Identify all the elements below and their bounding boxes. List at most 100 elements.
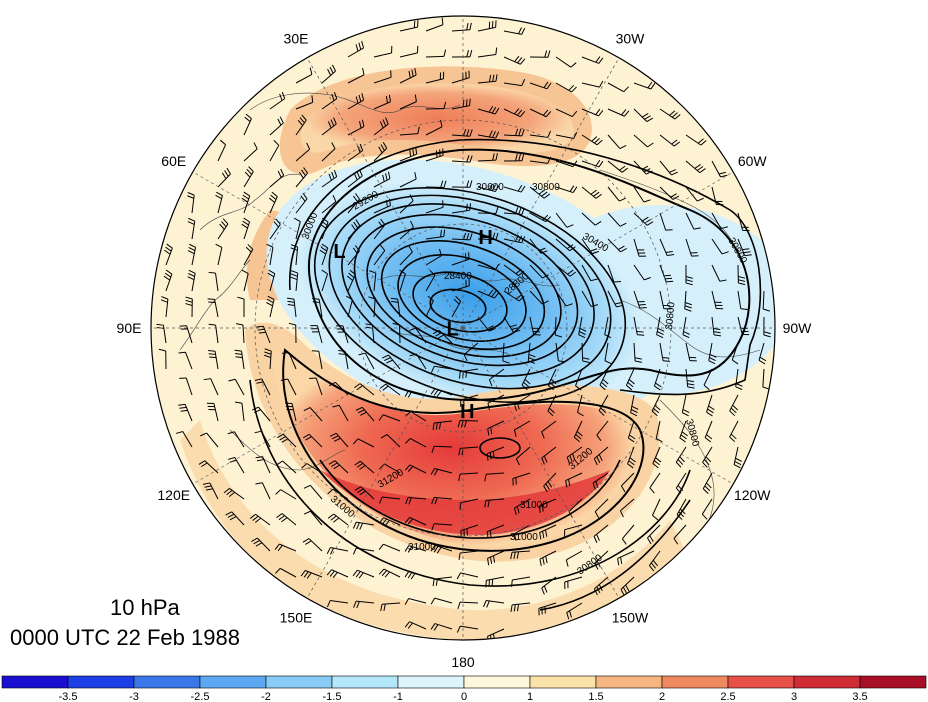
contour-line	[313, 187, 627, 403]
wind-barb	[711, 238, 729, 255]
wind-barb	[431, 523, 453, 531]
wind-barb	[255, 482, 271, 500]
wind-barb	[203, 378, 219, 396]
wind-barb	[160, 296, 169, 318]
wind-barb	[321, 91, 338, 110]
colorbar-swatch	[67, 675, 135, 689]
contour-line	[479, 437, 521, 459]
colorbar-tick-label: 2	[659, 691, 665, 702]
wind-barb	[627, 420, 636, 443]
wind-barb	[673, 524, 687, 545]
contour-line	[539, 499, 691, 611]
wind-barb	[295, 114, 307, 136]
wind-barb	[679, 420, 689, 443]
wind-barb	[451, 22, 472, 32]
meridian-line	[306, 57, 464, 329]
wind-barb	[276, 433, 297, 448]
longitude-label: 0	[459, 0, 467, 2]
wind-barb	[300, 570, 323, 579]
wind-barb	[241, 269, 249, 292]
wind-barb	[399, 172, 417, 188]
wind-barb	[451, 50, 473, 58]
wind-barb	[425, 229, 446, 240]
wind-barb	[327, 513, 349, 526]
wind-barb	[503, 153, 525, 162]
wind-barb	[431, 496, 453, 505]
wind-barb	[451, 232, 473, 241]
wind-barb	[430, 623, 453, 631]
colorbar-swatch	[661, 675, 729, 689]
parallel-line	[358, 223, 568, 433]
wind-barb	[373, 94, 391, 110]
wind-barb	[217, 139, 227, 162]
wind-barb	[685, 342, 697, 362]
colorbar-swatch	[529, 675, 597, 689]
wind-barb	[711, 160, 728, 178]
wind-barb	[647, 524, 661, 545]
wind-barb	[581, 212, 602, 226]
wind-barb	[633, 316, 645, 336]
wind-barb	[633, 290, 647, 309]
wind-barb	[302, 538, 323, 552]
wind-barb	[328, 460, 349, 474]
level-caption: 10 hPa	[110, 595, 180, 620]
wind-barb	[332, 404, 349, 422]
longitude-label: 90W	[783, 320, 813, 336]
contour-label: 31000	[520, 500, 548, 511]
wind-barb	[484, 498, 505, 508]
wind-barb	[187, 269, 196, 292]
wind-barb	[326, 547, 349, 555]
wind-barb	[541, 420, 557, 439]
wind-barb	[215, 191, 223, 214]
wind-barb	[354, 460, 375, 474]
wind-barb	[303, 510, 323, 526]
wind-barb	[477, 105, 500, 115]
wind-barb	[319, 243, 329, 266]
wind-barb	[593, 446, 609, 466]
wind-barb	[404, 437, 427, 448]
pressure-centers: H L L H	[333, 227, 492, 423]
contour-line	[289, 138, 762, 396]
wind-barb	[163, 269, 173, 292]
wind-barb	[373, 46, 393, 58]
wind-barb	[241, 217, 251, 240]
wind-barb	[581, 238, 600, 255]
wind-barb	[456, 572, 479, 580]
longitude-label: 30E	[284, 31, 309, 47]
wind-barb	[179, 377, 193, 396]
colorbar-tick-label: 1.5	[588, 691, 603, 702]
wind-barb	[477, 289, 500, 299]
colorbar-tick-label: 3.5	[852, 691, 867, 702]
wind-barb	[309, 377, 323, 396]
wind-barb	[607, 134, 627, 149]
longitude-label: 180	[451, 654, 475, 670]
map-boundary	[150, 15, 776, 641]
wind-barb	[659, 290, 671, 310]
wind-barb	[702, 446, 713, 468]
wind-barb	[486, 446, 505, 461]
wind-barb	[451, 98, 471, 110]
longitude-label: 30W	[616, 31, 646, 47]
wind-barb	[425, 71, 445, 84]
wind-barb	[555, 56, 577, 68]
wind-barb	[564, 524, 583, 537]
wind-barb	[503, 79, 526, 87]
wind-barb	[256, 325, 271, 344]
wind-barb	[380, 434, 401, 448]
wind-barb	[620, 472, 635, 493]
wind-barb	[326, 600, 349, 608]
wind-barb	[268, 191, 278, 214]
wind-barb	[303, 407, 323, 422]
wind-barb	[275, 489, 297, 500]
wind-barb	[249, 513, 271, 526]
wind-barb	[352, 438, 375, 448]
wind-barb	[633, 264, 651, 281]
wind-barb	[685, 186, 704, 202]
contour-line	[328, 194, 612, 390]
wind-barb	[503, 108, 526, 118]
wind-barb	[482, 600, 505, 608]
wind-barb	[399, 20, 419, 32]
wind-barb	[681, 394, 690, 417]
colorbar-swatch	[397, 675, 465, 689]
